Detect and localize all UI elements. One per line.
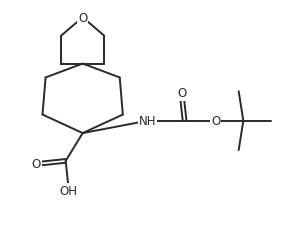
Text: O: O — [78, 12, 87, 25]
Text: OH: OH — [60, 184, 78, 197]
Text: O: O — [211, 115, 220, 128]
Text: O: O — [32, 158, 41, 171]
Text: NH: NH — [139, 115, 156, 128]
Text: O: O — [177, 87, 186, 100]
